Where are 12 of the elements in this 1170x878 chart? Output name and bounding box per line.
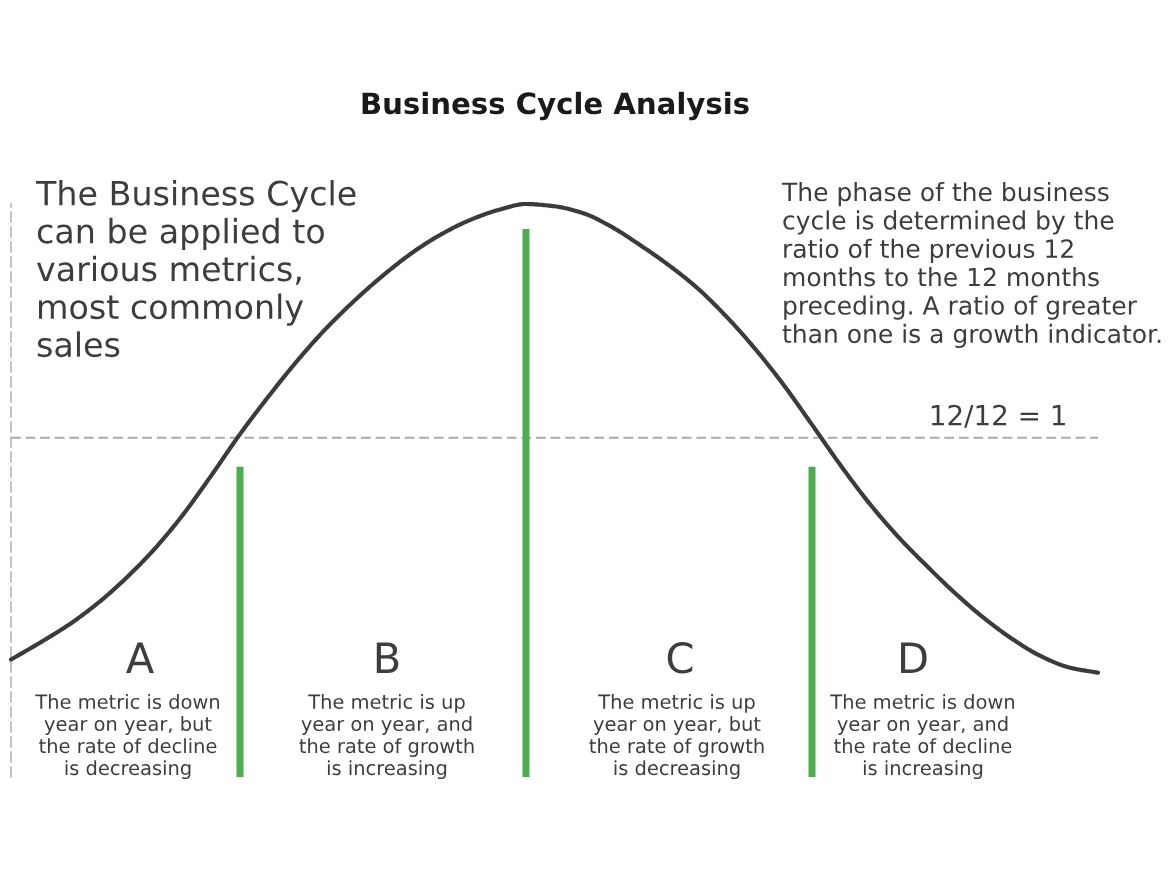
annotation: C	[667, 642, 693, 674]
annotation: The phase of the business cycle is determined by the ratio of the previous 12 months to the 12 months preceding. A ratio of greater than one is a growth indicator.	[781, 182, 1161, 349]
annotation: B	[376, 642, 399, 673]
annotation: The Business Cycle can be applied to various metrics, most commonly sales	[35, 180, 356, 358]
ref-line-label: 12/12 = 1	[931, 404, 1065, 428]
annotation: The metric is up year on year, but the rate of growth is decreasing	[589, 694, 764, 780]
annotation: The metric is down year on year, but the rate of decline is decreasing	[35, 694, 220, 780]
annotation: A	[126, 642, 154, 673]
annotation: D	[901, 642, 927, 673]
annotation: The metric is up year on year, and the rate of growth is increasing	[299, 694, 474, 780]
chart-title: Business Cycle Analysis	[362, 91, 749, 121]
annotation: The metric is down year on year, and the rate of decline is increasing	[830, 694, 1015, 780]
